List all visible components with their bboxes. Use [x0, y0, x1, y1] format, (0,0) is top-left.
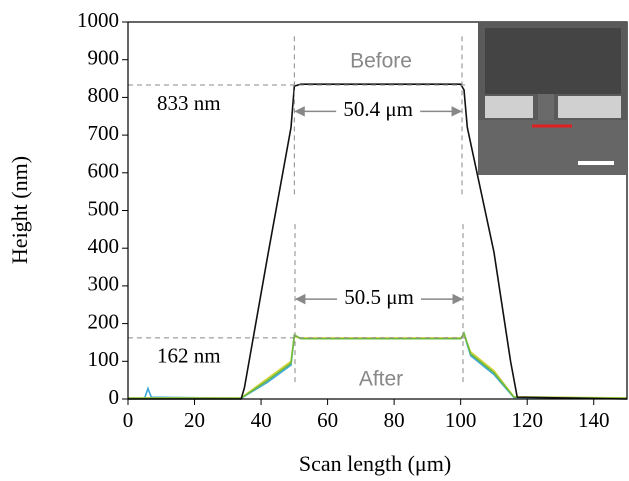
x-tick-label: 0 — [123, 408, 134, 432]
y-tick-label: 400 — [88, 234, 120, 258]
dimension-label: 50.5 μm — [344, 285, 414, 309]
x-tick-label: 60 — [317, 408, 338, 432]
y-tick-label: 300 — [88, 272, 120, 296]
x-tick-label: 140 — [578, 408, 610, 432]
annotation: After — [359, 368, 403, 391]
y-tick-label: 800 — [88, 83, 120, 107]
y-tick-label: 200 — [88, 309, 120, 333]
line — [128, 331, 628, 400]
x-tick-label: 40 — [251, 408, 272, 432]
x-tick-label: 80 — [384, 408, 405, 432]
y-tick-label: 1000 — [77, 8, 119, 32]
x-tick-label: 120 — [511, 408, 543, 432]
x-tick-label: 20 — [184, 408, 205, 432]
annotation: Before — [350, 50, 412, 73]
y-axis-label: Height (nm) — [7, 156, 32, 264]
line — [128, 83, 628, 400]
y-tick-label: 600 — [88, 159, 120, 183]
y-tick-label: 500 — [88, 196, 120, 220]
reference-label: 833 nm — [157, 91, 221, 115]
y-tick-label: 0 — [109, 385, 120, 409]
y-tick-label: 100 — [88, 347, 120, 371]
inset-image — [478, 22, 627, 175]
x-tick-label: 100 — [445, 408, 477, 432]
x-axis-label: Scan length (μm) — [299, 451, 451, 476]
reference-label: 162 nm — [157, 344, 221, 368]
dimension-label: 50.4 μm — [343, 97, 413, 121]
y-tick-label: 700 — [88, 121, 120, 145]
y-tick-label: 900 — [88, 46, 120, 70]
